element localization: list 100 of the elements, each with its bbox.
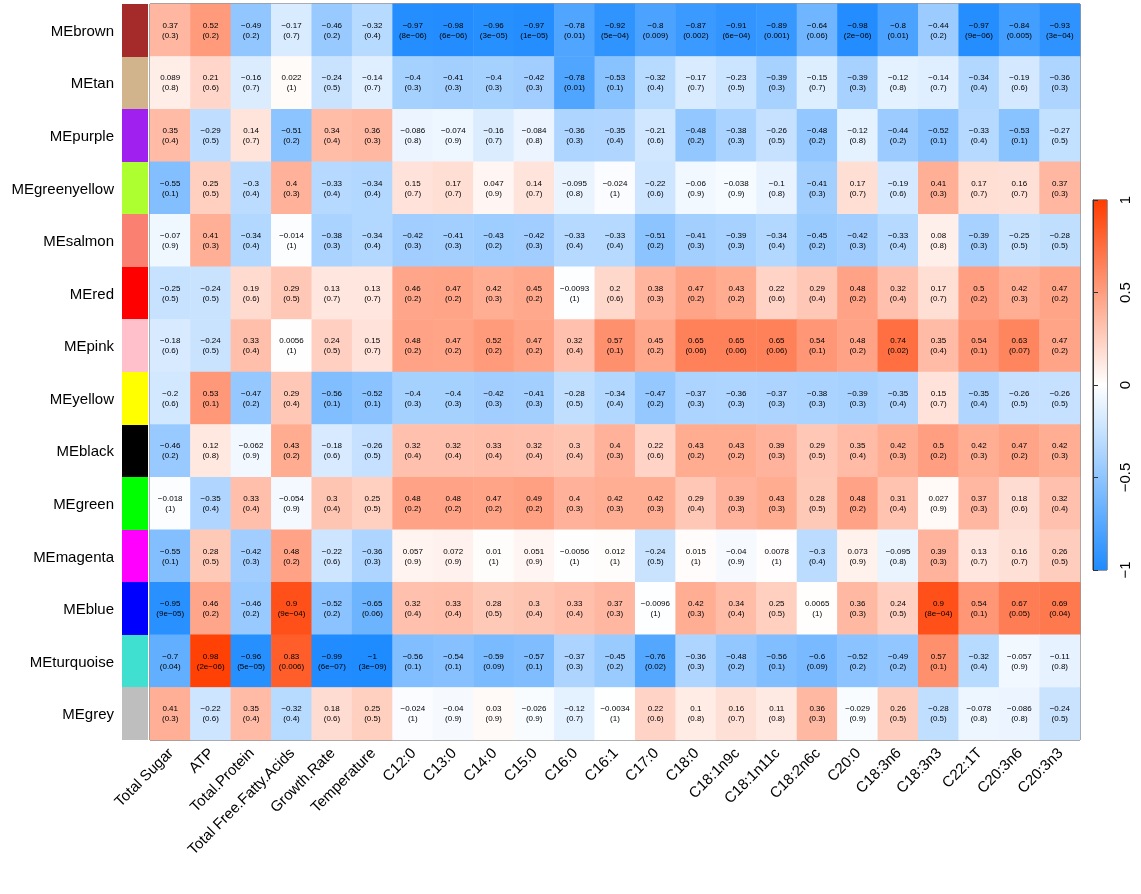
data-label: 0.24 (0.5) [889, 599, 907, 619]
data-label: −0.28 (0.5) [1049, 231, 1071, 251]
data-label: 0.48 (0.2) [404, 336, 422, 356]
data-label: −0.95 (9e−05) [156, 599, 185, 619]
data-label: −0.98 (2e−06) [843, 20, 872, 40]
y-tick-label: MEbrown [50, 21, 114, 39]
data-label: −0.26 (0.5) [1049, 388, 1071, 408]
data-label: 0.69 (0.04) [1049, 599, 1071, 619]
data-label: 0.25 (0.5) [202, 178, 220, 198]
data-label: 0.17 (0.7) [930, 283, 948, 303]
data-label: −0.41 (0.3) [685, 231, 707, 251]
data-label: 0.13 (0.7) [364, 283, 381, 303]
data-label: 0.29 (0.5) [808, 441, 826, 461]
data-label: −0.35 (0.4) [604, 125, 626, 145]
data-label: −0.33 (0.4) [968, 125, 990, 145]
data-label: −0.029 (0.9) [845, 704, 871, 724]
data-label: −0.32 (0.4) [968, 651, 990, 671]
data-label: 0.54 (0.1) [970, 336, 988, 356]
data-label: −0.26 (0.5) [1009, 388, 1031, 408]
y-tick-label: MEturquoise [29, 652, 114, 670]
data-label: 0.41 (0.3) [930, 178, 948, 198]
data-label: 0.47 (0.2) [485, 493, 503, 513]
data-label: 0.26 (0.5) [1051, 546, 1069, 566]
data-label: 0.073 (0.9) [847, 546, 869, 566]
data-label: 0.29 (0.5) [283, 283, 301, 303]
data-label: −0.6 (0.09) [806, 651, 828, 671]
data-label: 0.9 (9e−04) [277, 599, 306, 619]
data-label: −0.38 (0.3) [807, 388, 828, 408]
data-label: 0.83 (0.006) [278, 651, 305, 671]
data-label: −0.49 (0.2) [240, 20, 262, 40]
data-label: 0.42 (0.3) [687, 599, 705, 619]
data-label: −0.4 (0.3) [485, 73, 503, 93]
data-label: −0.45 (0.2) [807, 231, 828, 251]
data-label: −0.12 (0.8) [887, 73, 909, 93]
data-label: −0.12 (0.8) [847, 125, 869, 145]
data-label: 0.027 (0.9) [928, 493, 950, 513]
color-bar-label: 0.5 [1116, 282, 1133, 303]
data-label: −0.24 (0.5) [200, 336, 222, 356]
data-label: 0.32 (0.4) [525, 441, 543, 461]
data-label: −0.91 (6e−04) [722, 20, 751, 40]
data-label: −0.78 (0.01) [564, 20, 586, 40]
data-label: 0.072 (0.9) [443, 546, 464, 566]
data-label: −0.46 (0.2) [160, 441, 181, 461]
data-label: 0.5 (0.2) [970, 283, 988, 303]
data-label: −0.34 (0.4) [604, 388, 626, 408]
data-label: 0.43 (0.2) [728, 441, 745, 461]
data-label: −0.078 (0.8) [966, 704, 992, 724]
y-tick-label: MEsalmon [43, 232, 114, 250]
data-label: −0.48 (0.2) [807, 125, 828, 145]
color-bar-label: 0 [1116, 380, 1133, 390]
data-label: 0.32 (0.4) [889, 283, 907, 303]
data-label: 0.54 (0.1) [808, 336, 826, 356]
data-label: 0.4 (0.3) [606, 441, 624, 461]
data-label: −0.2 (0.6) [161, 388, 179, 408]
data-label: −0.97 (8e−06) [398, 20, 428, 40]
data-label: −0.25 (0.5) [160, 283, 181, 303]
y-tick-label: MEyellow [49, 389, 115, 407]
data-label: 0.32 (0.4) [1051, 493, 1069, 513]
data-label: −0.18 (0.6) [321, 441, 343, 461]
data-label: 0.25 (0.5) [768, 599, 786, 619]
data-label: 0.32 (0.4) [566, 336, 584, 356]
data-label: −0.48 (0.2) [726, 651, 747, 671]
data-label: 0.34 (0.4) [728, 599, 745, 619]
data-label: −0.41 (0.3) [807, 178, 828, 198]
data-label: −0.46 (0.2) [240, 599, 262, 619]
data-label: −0.52 (0.2) [321, 599, 343, 619]
data-label: 0.17 (0.7) [445, 178, 462, 198]
data-label: −0.23 (0.5) [726, 73, 747, 93]
data-label: 0.47 (0.2) [687, 283, 705, 303]
data-label: 0.14 (0.7) [242, 125, 260, 145]
data-label: 0.53 (0.1) [202, 388, 220, 408]
data-label: −0.33 (0.4) [564, 231, 586, 251]
data-label: −0.96 (5e−05) [237, 651, 266, 671]
data-label: −0.42 (0.3) [524, 231, 545, 251]
data-label: −0.26 (0.5) [362, 441, 384, 461]
data-label: −0.39 (0.3) [847, 388, 869, 408]
data-label: −0.06 (0.9) [685, 178, 707, 198]
data-label: −0.51 (0.2) [281, 125, 303, 145]
data-label: −0.33 (0.4) [887, 231, 909, 251]
data-label: −0.057 (0.9) [1007, 651, 1033, 671]
data-label: −0.38 (0.3) [726, 125, 747, 145]
y-tick-label: MEblue [63, 600, 114, 618]
data-label: 0.16 (0.7) [728, 704, 745, 724]
data-label: −1 (3e−09) [358, 651, 387, 671]
data-label: 0.37 (0.3) [1051, 178, 1069, 198]
data-label: −0.42 (0.3) [524, 73, 545, 93]
data-label: −0.062 (0.9) [238, 441, 264, 461]
data-label: −0.33 (0.4) [321, 178, 343, 198]
data-label: 0.9 (8e−04) [924, 599, 953, 619]
data-label: 0.01 (1) [485, 546, 503, 566]
data-label: 0.36 (0.3) [849, 599, 867, 619]
data-label: −0.55 (0.1) [160, 546, 181, 566]
data-label: −0.054 (0.9) [279, 493, 305, 513]
data-label: −0.89 (0.001) [764, 20, 790, 40]
data-label: −0.39 (0.3) [766, 73, 788, 93]
data-label: 0.43 (0.2) [283, 441, 301, 461]
data-label: −0.87 (0.002) [683, 20, 709, 40]
data-label: −0.32 (0.4) [645, 73, 667, 93]
data-label: 0.16 (0.7) [1011, 546, 1028, 566]
data-label: −0.39 (0.3) [968, 231, 990, 251]
